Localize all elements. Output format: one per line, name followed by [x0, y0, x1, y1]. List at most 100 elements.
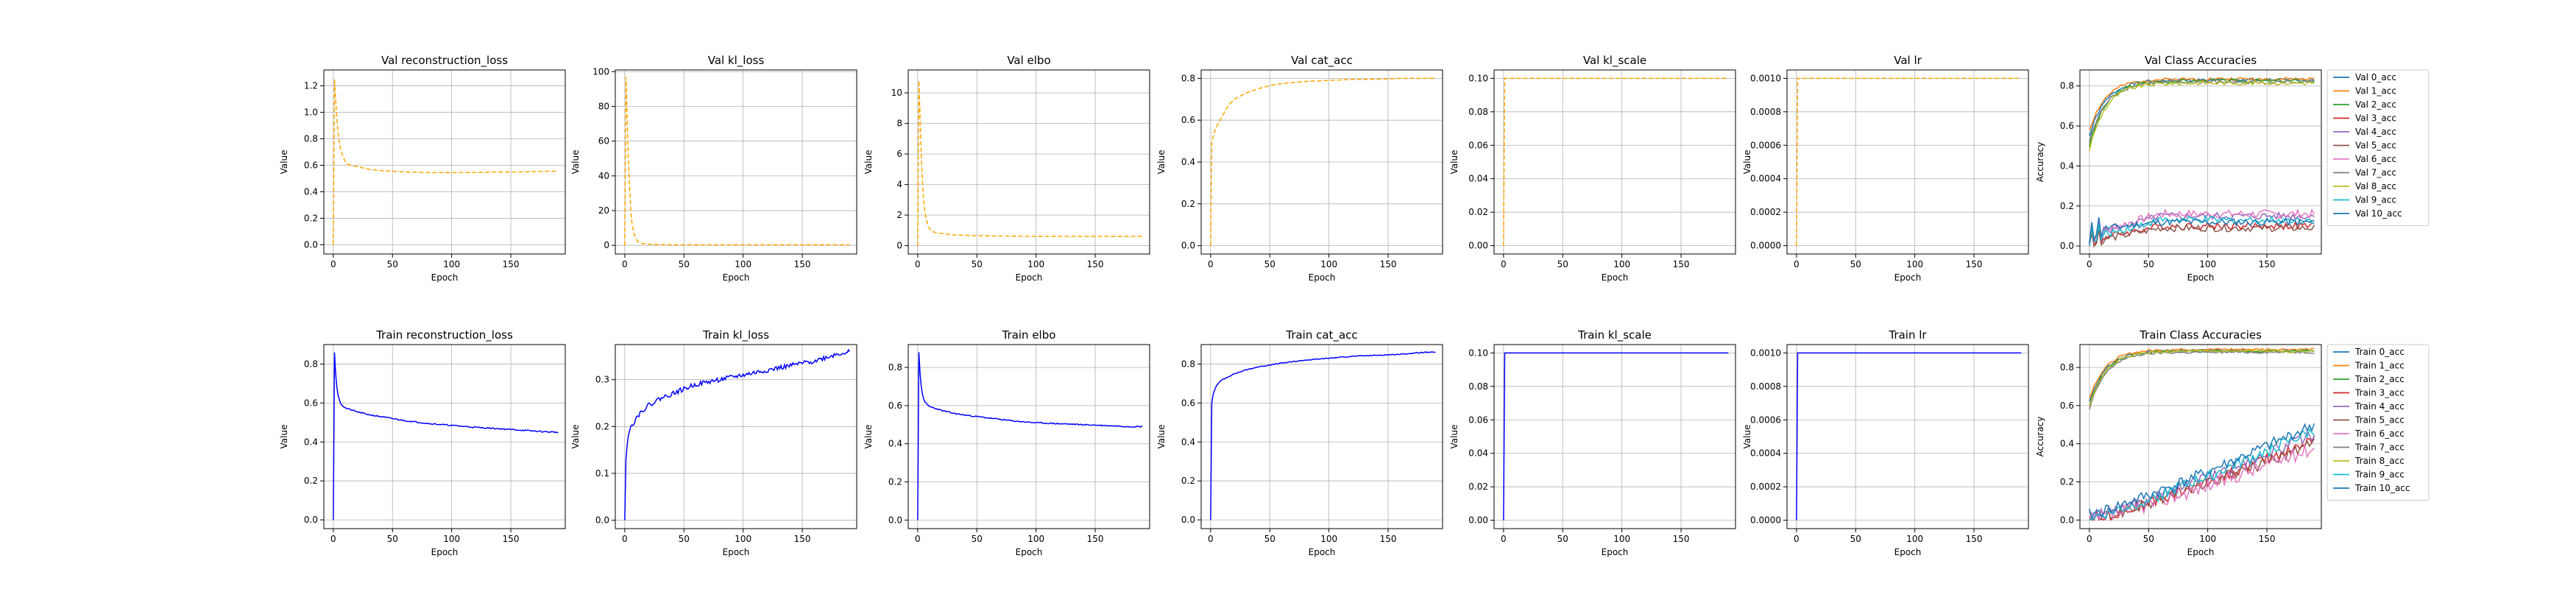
axes-frame [1786, 69, 2029, 255]
y-tick-label: 0.2 [304, 476, 318, 486]
x-axis-label: Epoch [431, 547, 459, 557]
y-tick-label: 0.0006 [1750, 140, 1781, 150]
x-tick-label: 150 [794, 534, 811, 544]
y-tick-label: 0.6 [2060, 401, 2074, 411]
chart-title: Train cat_acc [1285, 328, 1357, 342]
y-axis-label: Value [570, 425, 581, 449]
legend-entry: Val 0_acc [2355, 72, 2396, 82]
series-line [333, 79, 559, 245]
chart-title: Val elbo [1007, 54, 1050, 67]
legend-entry: Val 6_acc [2355, 154, 2396, 164]
x-tick-label: 100 [443, 259, 460, 269]
x-tick-label: 0 [1501, 259, 1507, 269]
axes-frame [1493, 69, 1736, 255]
x-tick-label: 100 [1906, 534, 1923, 544]
y-tick-label: 0.02 [1468, 482, 1488, 492]
chart-train-elbo: 0 50 100 150 0.0 0.2 0.4 0.6 0.8 Train elbo Epoch V… [863, 328, 1150, 557]
legend-box [2326, 69, 2430, 226]
y-tick-label: 0.0008 [1750, 107, 1781, 117]
y-tick-label: 0.08 [1468, 381, 1488, 392]
y-tick-label: 0.06 [1468, 140, 1488, 150]
y-axis-label: Value [1742, 425, 1752, 449]
y-tick-label: 6 [896, 149, 902, 159]
x-tick-label: 150 [1966, 259, 1983, 269]
legend-entry: Val 5_acc [2355, 141, 2396, 151]
y-tick-label: 0.00 [1468, 241, 1488, 251]
series-line [917, 352, 1143, 521]
legend-entry: Val 4_acc [2355, 127, 2396, 137]
axes-frame [1786, 344, 2029, 529]
y-tick-label: 20 [598, 205, 609, 216]
series-line [2089, 428, 2315, 521]
x-axis-label: Epoch [1016, 547, 1043, 557]
x-tick-label: 150 [1087, 534, 1104, 544]
x-tick-label: 0 [915, 534, 921, 544]
x-tick-label: 50 [1557, 534, 1568, 544]
y-tick-label: 0.0 [888, 515, 902, 525]
y-tick-label: 8 [896, 119, 902, 129]
chart-train-lr: 0 50 100 150 0.0000 0.0002 0.0004 0.0006 0.0008 0… [1742, 328, 2029, 557]
y-tick-label: 0.02 [1468, 207, 1488, 217]
y-tick-label: 0.0000 [1750, 515, 1781, 526]
y-tick-label: 0.4 [304, 186, 318, 197]
y-tick-label: 0.4 [2060, 439, 2074, 449]
x-tick-label: 150 [1673, 534, 1690, 544]
y-tick-label: 0.0 [2060, 515, 2074, 525]
y-tick-label: 0.4 [888, 439, 902, 449]
x-tick-label: 50 [1850, 534, 1861, 544]
y-tick-label: 0.04 [1468, 174, 1488, 184]
legend-entry: Val 1_acc [2355, 86, 2396, 96]
x-tick-label: 100 [1613, 534, 1630, 544]
chart-val-elbo: 0 50 100 150 0 2 4 6 8 10 Val elbo Epoch Value [863, 54, 1150, 283]
x-tick-label: 150 [503, 534, 520, 544]
y-tick-label: 0.0010 [1750, 348, 1781, 358]
axes-frame [2079, 69, 2322, 255]
series-line [2089, 80, 2315, 152]
y-tick-label: 80 [598, 102, 609, 112]
series-line [917, 80, 1143, 246]
x-tick-label: 0 [1794, 534, 1800, 544]
x-tick-label: 100 [735, 534, 751, 544]
y-tick-label: 0.2 [1181, 476, 1195, 486]
series-line [1503, 77, 1729, 246]
legend-box [2326, 344, 2430, 501]
series-line [1796, 352, 2022, 521]
x-tick-label: 150 [1380, 534, 1397, 544]
series-line [624, 77, 850, 246]
y-tick-label: 0.8 [1181, 359, 1195, 369]
series-line [2089, 78, 2315, 147]
y-tick-label: 0.0002 [1750, 207, 1781, 217]
x-tick-label: 50 [679, 534, 690, 544]
x-tick-label: 50 [1557, 259, 1568, 269]
y-tick-label: 0.1 [595, 468, 609, 479]
x-axis-label: Epoch [1894, 272, 1922, 283]
chart-train-kl-scale: 0 50 100 150 0.00 0.02 0.04 0.06 0.08 0.10 Train k… [1449, 328, 1736, 557]
legend-entry: Val 8_acc [2355, 181, 2396, 191]
x-tick-label: 100 [2199, 259, 2216, 269]
y-tick-label: 0.0 [304, 239, 318, 250]
legend-entry: Val 7_acc [2355, 168, 2396, 178]
x-tick-label: 0 [915, 259, 921, 269]
chart-title: Val kl_loss [708, 54, 765, 68]
y-tick-label: 0.06 [1468, 415, 1488, 425]
legend-entry: Val 2_acc [2355, 99, 2396, 110]
axes-frame [907, 69, 1150, 255]
y-tick-label: 0.6 [304, 398, 318, 408]
x-tick-label: 50 [2143, 259, 2154, 269]
y-axis-label: Value [1156, 425, 1167, 449]
legend-entry: Train 3_acc [2354, 388, 2405, 398]
y-tick-label: 0.0 [1181, 515, 1195, 525]
y-axis-label: Value [863, 425, 874, 449]
y-tick-label: 2 [896, 210, 902, 220]
chart-title: Train elbo [1002, 328, 1056, 342]
axes-frame [323, 69, 566, 255]
legend-entry: Train 1_acc [2354, 361, 2405, 371]
y-tick-label: 0.4 [2060, 161, 2074, 171]
x-tick-label: 150 [2259, 259, 2276, 269]
x-tick-label: 100 [1027, 534, 1044, 544]
y-axis-label: Value [279, 150, 289, 174]
chart-train-reconstruction-loss: 0 50 100 150 0.0 0.2 0.4 0.6 0.8 Train reconstruc… [279, 328, 566, 557]
y-tick-label: 0.08 [1468, 107, 1488, 117]
x-tick-label: 0 [330, 534, 336, 544]
x-axis-label: Epoch [1016, 272, 1043, 283]
